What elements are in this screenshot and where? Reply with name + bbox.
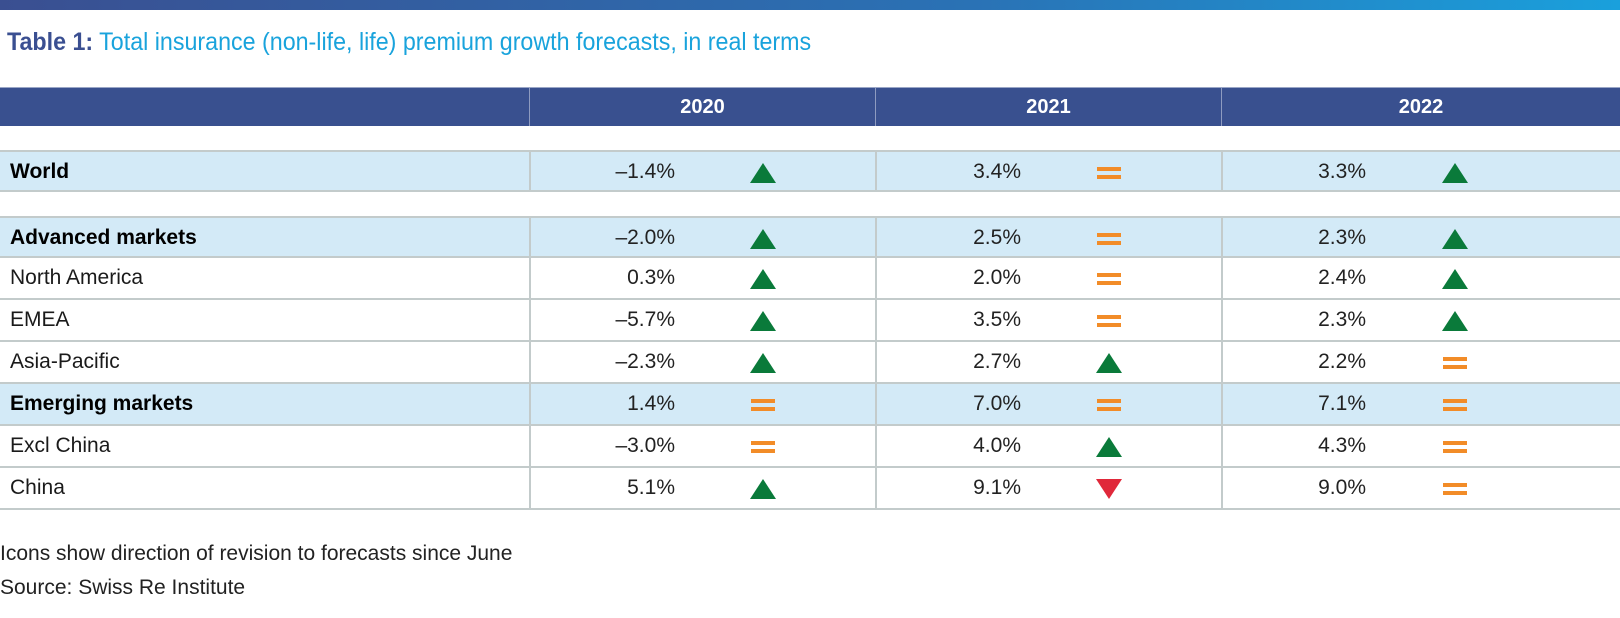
table-cell: 3.3% bbox=[1221, 152, 1620, 192]
value: 5.1% bbox=[627, 476, 675, 499]
value: –3.0% bbox=[615, 434, 675, 457]
table-cell: 2.0% bbox=[875, 258, 1221, 298]
value: –1.4% bbox=[615, 160, 675, 183]
equals-icon bbox=[749, 394, 777, 416]
row-label: China bbox=[10, 476, 65, 499]
triangle-down-icon bbox=[1095, 478, 1123, 500]
value: 9.0% bbox=[1318, 476, 1366, 499]
table-cell: 3.5% bbox=[875, 300, 1221, 340]
value: 9.1% bbox=[973, 476, 1021, 499]
table-row: Asia-Pacific –2.3% 2.7% 2.2% bbox=[0, 342, 1620, 384]
table-cell: 9.1% bbox=[875, 468, 1221, 508]
row-label: North America bbox=[10, 266, 144, 289]
equals-icon bbox=[1095, 310, 1123, 332]
table-cell: 2.4% bbox=[1221, 258, 1620, 298]
triangle-up-icon bbox=[749, 268, 777, 290]
triangle-up-icon bbox=[1441, 228, 1469, 250]
equals-icon bbox=[1441, 394, 1469, 416]
value: 2.0% bbox=[973, 266, 1021, 289]
value: 3.3% bbox=[1318, 160, 1366, 183]
value: 3.5% bbox=[973, 308, 1021, 331]
row-label: Asia-Pacific bbox=[10, 350, 120, 373]
table-cell: 4.3% bbox=[1221, 426, 1620, 466]
value: –2.3% bbox=[615, 350, 675, 373]
value: 2.4% bbox=[1318, 266, 1366, 289]
table-cell: 7.1% bbox=[1221, 384, 1620, 424]
table-cell: 2.7% bbox=[875, 342, 1221, 382]
triangle-up-icon bbox=[1441, 310, 1469, 332]
table-cell: 5.1% bbox=[529, 468, 875, 508]
equals-icon bbox=[1095, 162, 1123, 184]
value: 4.0% bbox=[973, 434, 1021, 457]
table-cell: 0.3% bbox=[529, 258, 875, 298]
column-header: 2020 bbox=[529, 88, 875, 126]
equals-icon bbox=[749, 436, 777, 458]
table-row: Advanced markets –2.0% 2.5% 2.3% bbox=[0, 216, 1620, 258]
table-cell: 7.0% bbox=[875, 384, 1221, 424]
table-cell: –2.3% bbox=[529, 342, 875, 382]
triangle-up-icon bbox=[1441, 268, 1469, 290]
table-cell: 9.0% bbox=[1221, 468, 1620, 508]
table-row: China 5.1% 9.1% 9.0% bbox=[0, 468, 1620, 510]
table-cell: –1.4% bbox=[529, 152, 875, 192]
triangle-up-icon bbox=[749, 478, 777, 500]
footnote-icons: Icons show direction of revision to fore… bbox=[0, 542, 513, 565]
table-cell: –5.7% bbox=[529, 300, 875, 340]
value: 2.5% bbox=[973, 226, 1021, 249]
table-cell: 1.4% bbox=[529, 384, 875, 424]
column-header: 2022 bbox=[1221, 88, 1620, 126]
table-cell: 2.5% bbox=[875, 218, 1221, 258]
table-row: North America 0.3% 2.0% 2.4% bbox=[0, 258, 1620, 300]
top-gradient-bar bbox=[0, 0, 1620, 10]
equals-icon bbox=[1095, 394, 1123, 416]
equals-icon bbox=[1441, 352, 1469, 374]
table-cell: 4.0% bbox=[875, 426, 1221, 466]
value: 0.3% bbox=[627, 266, 675, 289]
table-row: EMEA –5.7% 3.5% 2.3% bbox=[0, 300, 1620, 342]
table-title: Table 1: Total insurance (non-life, life… bbox=[7, 28, 812, 56]
triangle-up-icon bbox=[1095, 436, 1123, 458]
table-row: Excl China –3.0% 4.0% 4.3% bbox=[0, 426, 1620, 468]
value: 1.4% bbox=[627, 392, 675, 415]
triangle-up-icon bbox=[749, 310, 777, 332]
row-label: Emerging markets bbox=[10, 392, 194, 415]
row-label: World bbox=[10, 160, 70, 183]
value: 2.7% bbox=[973, 350, 1021, 373]
triangle-up-icon bbox=[749, 162, 777, 184]
equals-icon bbox=[1095, 268, 1123, 290]
value: 7.1% bbox=[1318, 392, 1366, 415]
value: –5.7% bbox=[615, 308, 675, 331]
table-row: World –1.4% 3.4% 3.3% bbox=[0, 150, 1620, 192]
value: –2.0% bbox=[615, 226, 675, 249]
triangle-up-icon bbox=[1095, 352, 1123, 374]
value: 2.2% bbox=[1318, 350, 1366, 373]
table-cell: 2.2% bbox=[1221, 342, 1620, 382]
table-cell: –3.0% bbox=[529, 426, 875, 466]
table-cell: 2.3% bbox=[1221, 218, 1620, 258]
row-label: Excl China bbox=[10, 434, 111, 457]
value: 2.3% bbox=[1318, 308, 1366, 331]
table-header: 2020 2021 2022 bbox=[0, 87, 1620, 126]
triangle-up-icon bbox=[749, 228, 777, 250]
row-label: EMEA bbox=[10, 308, 70, 331]
equals-icon bbox=[1441, 436, 1469, 458]
footnote-source: Source: Swiss Re Institute bbox=[0, 576, 246, 599]
column-header: 2021 bbox=[875, 88, 1221, 126]
value: 4.3% bbox=[1318, 434, 1366, 457]
row-label: Advanced markets bbox=[10, 226, 197, 249]
value: 7.0% bbox=[973, 392, 1021, 415]
equals-icon bbox=[1095, 228, 1123, 250]
table-cell: 3.4% bbox=[875, 152, 1221, 192]
value: 3.4% bbox=[973, 160, 1021, 183]
equals-icon bbox=[1441, 478, 1469, 500]
value: 2.3% bbox=[1318, 226, 1366, 249]
table-cell: –2.0% bbox=[529, 218, 875, 258]
table-row: Emerging markets 1.4% 7.0% 7.1% bbox=[0, 384, 1620, 426]
triangle-up-icon bbox=[1441, 162, 1469, 184]
triangle-up-icon bbox=[749, 352, 777, 374]
table-cell: 2.3% bbox=[1221, 300, 1620, 340]
